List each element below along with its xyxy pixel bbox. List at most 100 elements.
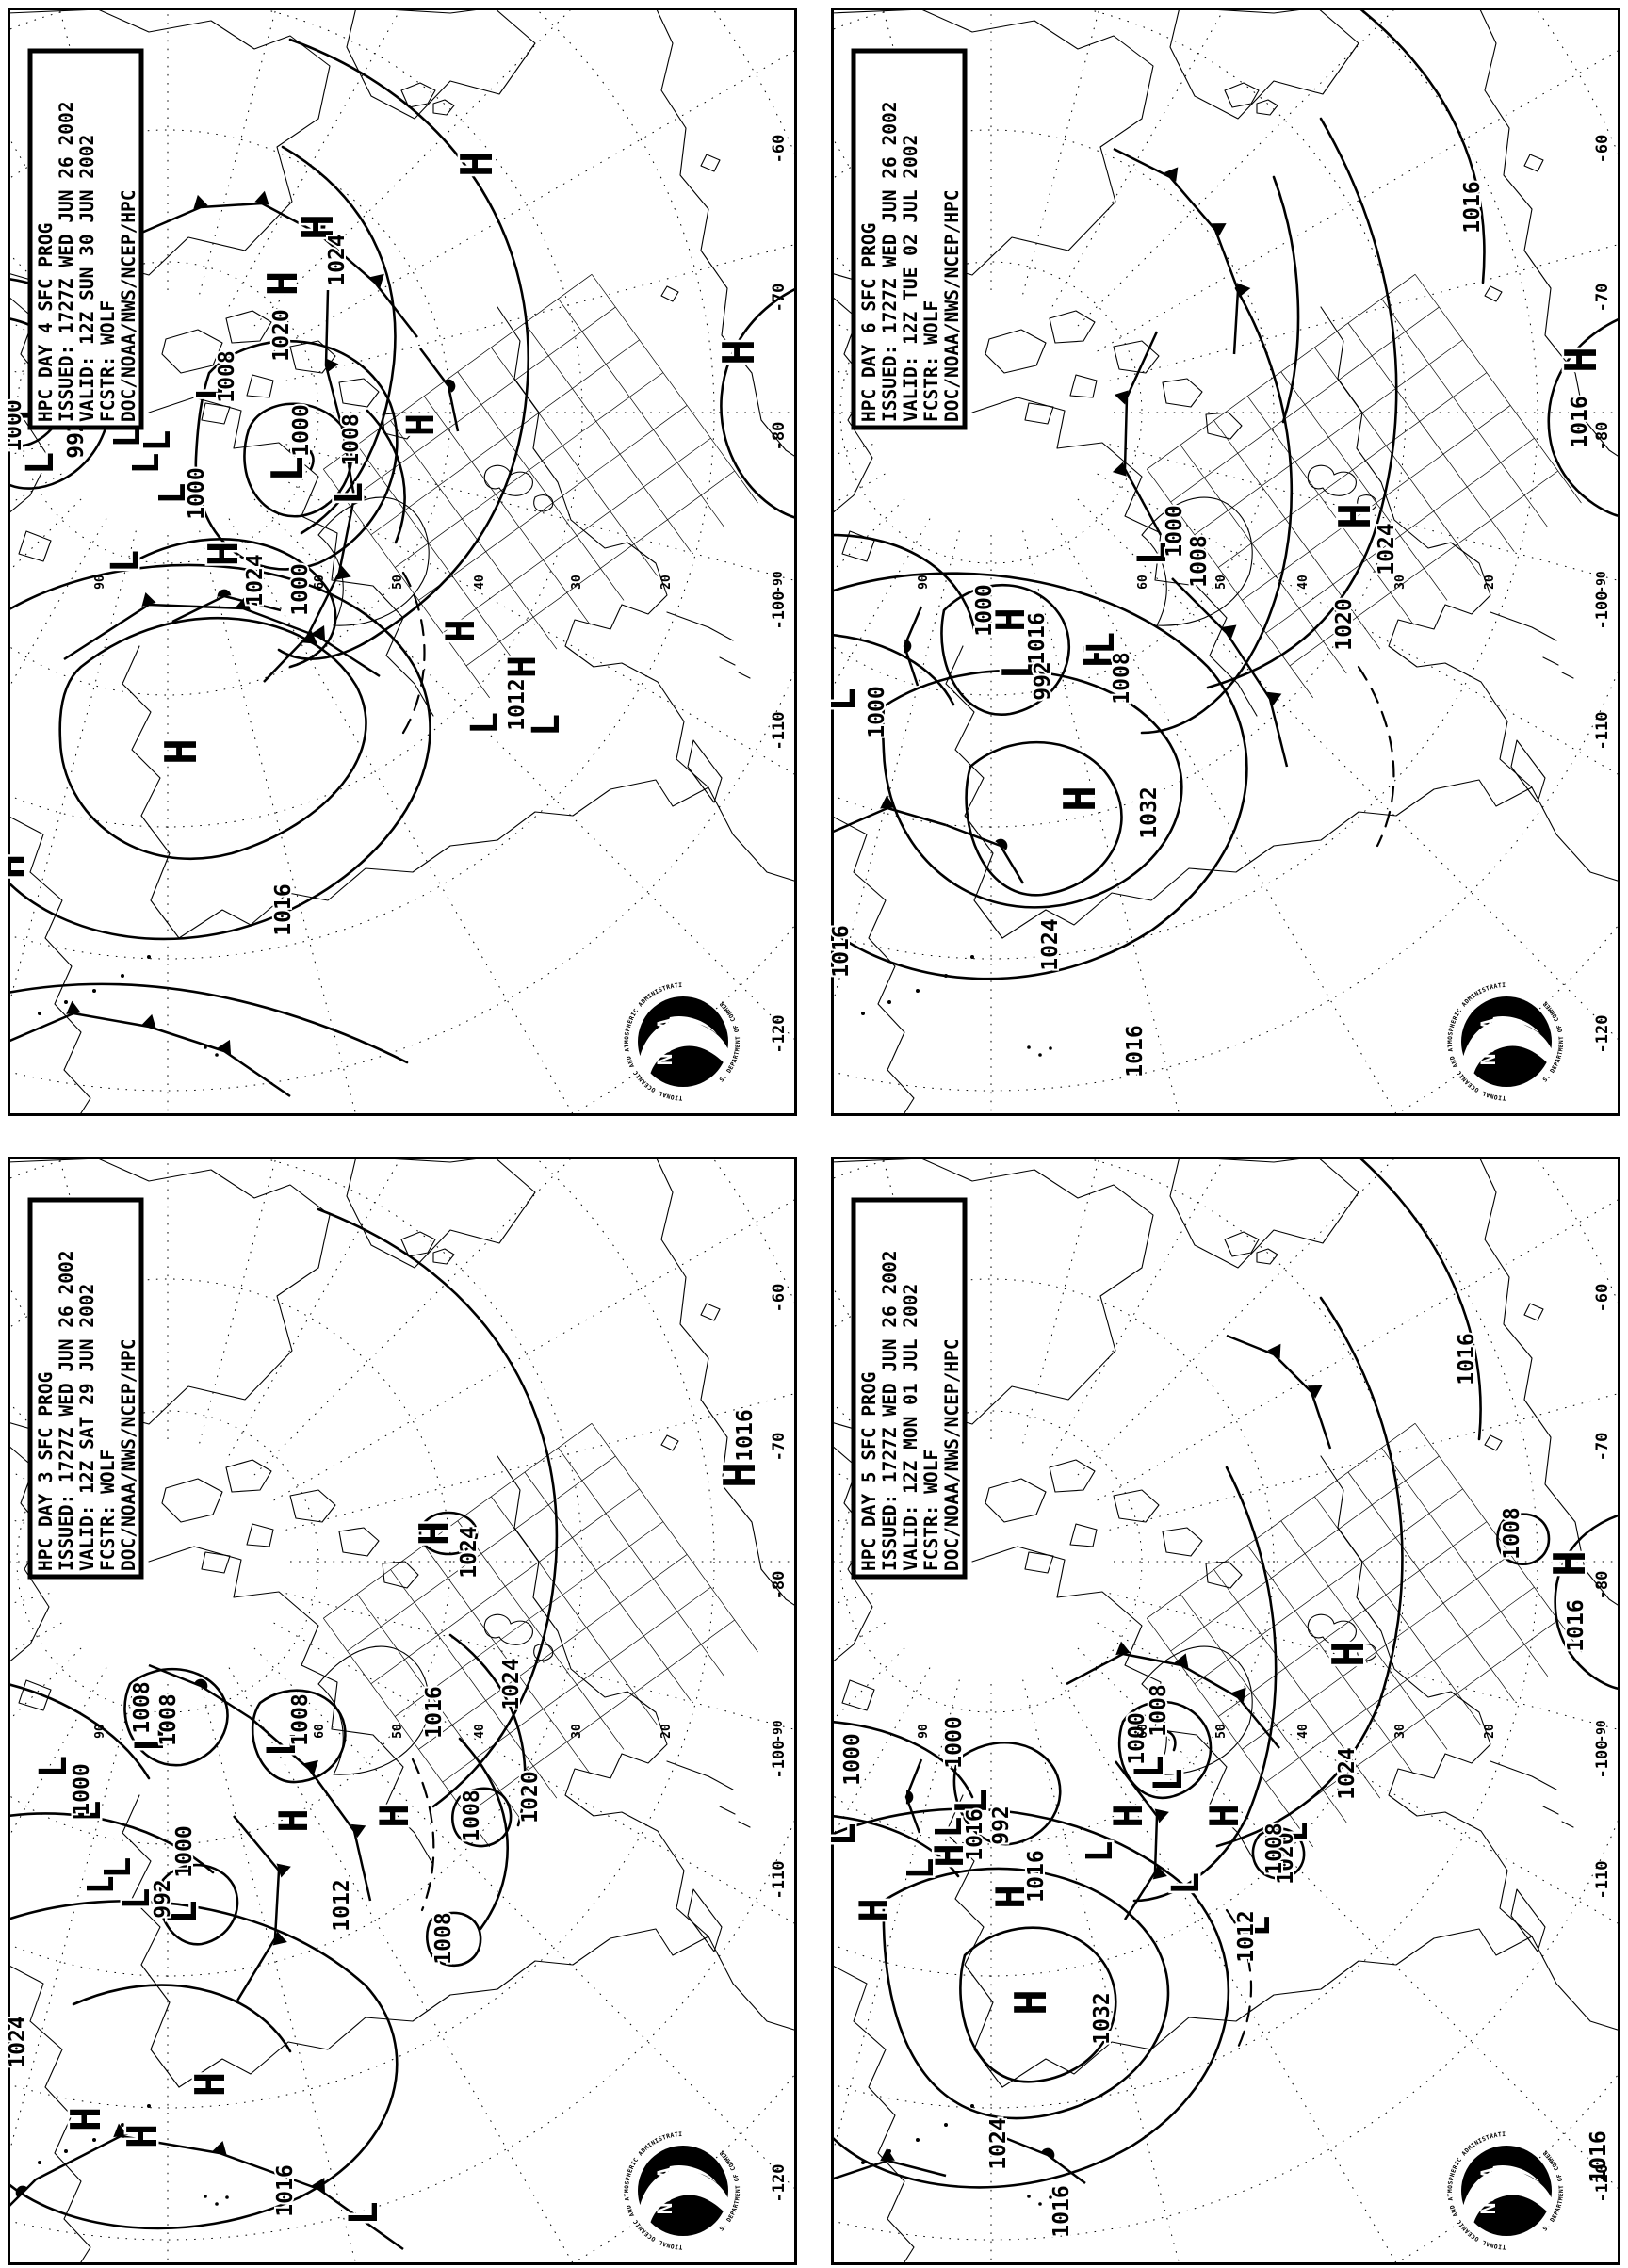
isobar-value-label: 1016: [1455, 1333, 1479, 1385]
pressure-labels: HHHHHHHHLLLLLLLLLL1016101610241020100010…: [831, 1284, 1613, 2240]
latitude-label: -90: [1595, 571, 1609, 593]
pressure-center-h: H: [987, 608, 1034, 631]
pressure-center-l: L: [116, 1888, 157, 1910]
chart-info-box: HPC DAY 4 SFC PROG ISSUED: 1727Z WED JUN…: [27, 48, 144, 430]
longitude-label: -100: [770, 591, 789, 630]
isobar-value-label: 1008: [1187, 535, 1212, 587]
isobar-value-label: 1008: [460, 1790, 484, 1841]
isobar-value-label: 1008: [1262, 1822, 1287, 1874]
latitude-label: 60: [1136, 1724, 1150, 1739]
isobars: [834, 10, 1618, 980]
isobar-value-label: 1008: [1147, 1684, 1171, 1736]
longitude-label: -110: [1593, 712, 1612, 751]
pressure-center-l: L: [137, 430, 178, 452]
longitude-label: -120: [1593, 2164, 1612, 2203]
pressure-center-l: L: [831, 688, 864, 711]
pressure-center-h: H: [8, 854, 35, 880]
longitude-label: -70: [770, 1433, 789, 1462]
info-line-title: HPC DAY 3 SFC PROG: [35, 1372, 57, 1571]
pressure-labels: HHHHHLLLL1016101610241020101610081000100…: [831, 135, 1612, 1079]
latitude-label: 90: [93, 575, 107, 590]
pressure-center-l: L: [262, 456, 313, 482]
pressure-center-h: H: [399, 413, 443, 436]
pressure-labels: HHHHHHHHHHLLLLLLLLLLLLL10241020100010081…: [8, 135, 789, 1054]
isobar-value-label: 1016: [831, 925, 854, 977]
chart-panel-day6: HHHHHLLLL1016101610241020101610081000100…: [831, 8, 1620, 1116]
pressure-center-l: L: [928, 1817, 969, 1839]
isobar-value-label: 1000: [972, 584, 997, 636]
longitude-label: -80: [1593, 1571, 1612, 1600]
weather-fronts: [834, 147, 1289, 884]
pressure-center-l: L: [1129, 542, 1175, 565]
isobar-value-label: 992: [151, 1879, 175, 1919]
info-line-title: HPC DAY 4 SFC PROG: [35, 223, 57, 422]
isobar-value-label: 1024: [8, 2016, 30, 2067]
noaa-logo: [624, 2130, 742, 2251]
chart-info-box: HPC DAY 6 SFC PROG ISSUED: 1727Z WED JUN…: [851, 48, 968, 430]
isobar-value-label: 1008: [1500, 1507, 1524, 1559]
isobar-value-label: 1000: [289, 404, 314, 456]
isobar-value-label: 1008: [1110, 652, 1134, 704]
isobar-value-label: 1024: [325, 234, 350, 285]
pressure-center-h: H: [187, 2072, 235, 2098]
longitude-label: -100: [770, 1741, 789, 1779]
latitude-label: 40: [473, 1724, 487, 1739]
info-line-forecaster: FCSTR: WOLF: [97, 1450, 119, 1571]
info-line-credit: DOC/NOAA/NWS/NCEP/HPC: [941, 1338, 963, 1571]
longitude-label: -60: [770, 135, 789, 164]
pressure-center-h: H: [926, 1843, 972, 1867]
pressure-center-l: L: [19, 452, 62, 475]
pressure-center-l: L: [126, 1728, 172, 1752]
isobar-value-label: 1000: [865, 686, 889, 737]
chart-frame: [831, 1157, 1620, 2265]
chart-panel-day5: HHHHHHHHLLLLLLLLLL1016101610241020100010…: [831, 1157, 1620, 2265]
longitude-label: -100: [1593, 591, 1612, 630]
chart-panel-day4: HHHHHHHHHHLLLLLLLLLLLLL10241020100010081…: [8, 8, 797, 1116]
weather-fronts: [10, 1663, 404, 2251]
latitude-label: -90: [772, 1720, 786, 1742]
noaa-logo: [1447, 2130, 1566, 2251]
latitude-label: -90: [772, 571, 786, 593]
pressure-center-l: L: [993, 654, 1044, 680]
pressure-center-h: H: [411, 1521, 459, 1547]
pressure-center-h: H: [451, 151, 502, 177]
pressure-center-h: H: [371, 1804, 417, 1827]
isobar-value-label: 1032: [1090, 1992, 1115, 2044]
isobar-value-label: 1000: [8, 399, 26, 451]
surface-prog-chart-day4: HHHHHHHHHHLLLLLLLLLLLLL10241020100010081…: [8, 8, 797, 1116]
isobar-value-label: 1008: [215, 350, 239, 402]
longitude-label: -120: [770, 1015, 789, 1054]
pressure-center-h: H: [714, 1462, 765, 1488]
longitude-label: -80: [770, 1571, 789, 1600]
isobar-value-label: 1016: [1564, 1599, 1588, 1651]
pressure-center-l: L: [328, 482, 371, 505]
pressure-center-l: L: [80, 1873, 122, 1895]
isobar-value-label: 1000: [840, 1733, 865, 1785]
pressure-center-l: L: [946, 1789, 997, 1815]
isobar-value-label: 1016: [1050, 2185, 1074, 2237]
latitude-label: 60: [313, 1724, 327, 1739]
chart-frame: [831, 8, 1620, 1116]
noaa-logo: [1447, 981, 1566, 1102]
isobar-value-label: 1000: [70, 1763, 94, 1815]
pressure-center-l: L: [1126, 1755, 1172, 1778]
info-line-valid: VALID: 12Z TUE 02 JUL 2002: [900, 135, 921, 422]
isobar-value-label: 1020: [1332, 598, 1357, 650]
pressure-center-h: H: [1329, 503, 1380, 529]
weather-fronts: [10, 190, 460, 1098]
longitude-label: -110: [770, 1861, 789, 1900]
info-line-valid: VALID: 12Z SUN 30 JUN 2002: [76, 135, 98, 422]
pressure-center-h: H: [270, 1808, 317, 1832]
isobar-value-label: 1020: [518, 1771, 543, 1822]
chart-frame: [8, 1157, 797, 2265]
latitude-label: 50: [1214, 575, 1229, 590]
latitude-label: 40: [473, 575, 487, 590]
latitude-label: 20: [659, 1724, 674, 1739]
isobar-value-label: 1024: [1038, 918, 1063, 970]
pressure-center-h: H: [155, 738, 206, 765]
pressure-center-h: H: [437, 619, 483, 642]
info-line-forecaster: FCSTR: WOLF: [920, 300, 942, 422]
latitude-label: 30: [1393, 1724, 1408, 1739]
isobar-value-label: 1000: [185, 467, 209, 519]
pressure-center-h: H: [1201, 1804, 1247, 1827]
